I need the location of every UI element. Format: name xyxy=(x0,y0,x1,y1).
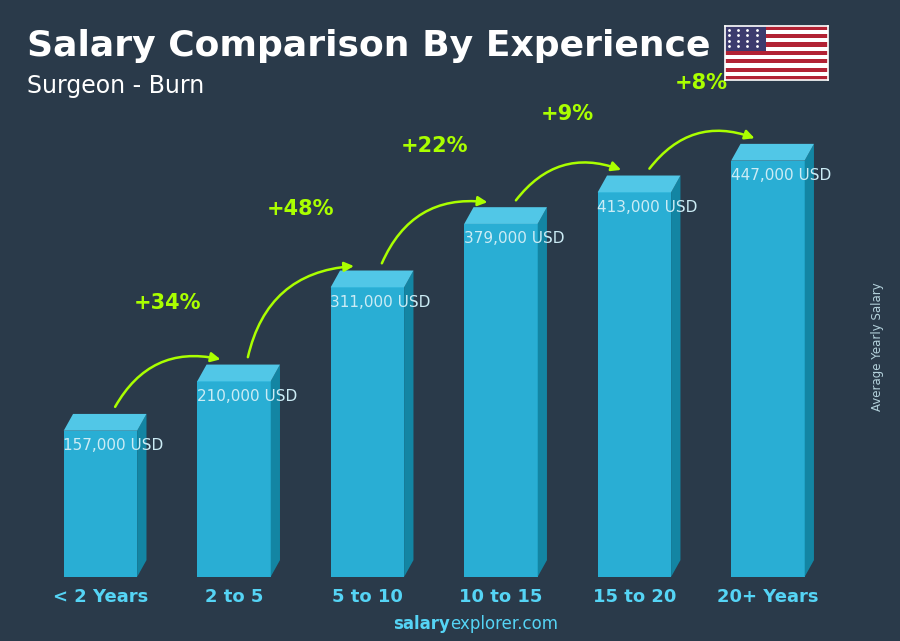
Text: 311,000 USD: 311,000 USD xyxy=(330,295,430,310)
Text: +48%: +48% xyxy=(267,199,335,219)
Text: +34%: +34% xyxy=(133,294,201,313)
Bar xyxy=(731,161,805,577)
Bar xyxy=(64,431,137,577)
Text: Salary Comparison By Experience: Salary Comparison By Experience xyxy=(27,29,710,63)
Bar xyxy=(724,63,828,67)
Text: +22%: +22% xyxy=(400,136,468,156)
Bar xyxy=(197,381,271,577)
Text: 379,000 USD: 379,000 USD xyxy=(464,231,564,246)
Bar xyxy=(598,192,671,577)
Text: 447,000 USD: 447,000 USD xyxy=(731,168,831,183)
Bar xyxy=(724,47,828,51)
Bar xyxy=(724,67,828,72)
Text: Surgeon - Burn: Surgeon - Burn xyxy=(27,74,204,97)
Text: explorer.com: explorer.com xyxy=(450,615,558,633)
Polygon shape xyxy=(671,176,680,577)
Bar xyxy=(724,51,828,55)
Text: +9%: +9% xyxy=(541,104,594,124)
Text: 413,000 USD: 413,000 USD xyxy=(597,200,698,215)
Bar xyxy=(724,76,828,80)
Text: Average Yearly Salary: Average Yearly Salary xyxy=(871,282,884,410)
Polygon shape xyxy=(197,365,280,381)
Bar xyxy=(724,55,828,59)
Polygon shape xyxy=(64,414,147,431)
Polygon shape xyxy=(537,207,547,577)
Bar xyxy=(330,287,404,577)
Polygon shape xyxy=(464,207,547,224)
Bar xyxy=(464,224,537,577)
Polygon shape xyxy=(805,144,814,577)
Bar xyxy=(724,30,828,34)
Text: +8%: +8% xyxy=(675,72,727,93)
Text: 210,000 USD: 210,000 USD xyxy=(196,389,297,404)
Polygon shape xyxy=(404,271,413,577)
Polygon shape xyxy=(137,414,147,577)
Polygon shape xyxy=(330,271,413,287)
Text: salary: salary xyxy=(393,615,450,633)
Bar xyxy=(724,59,828,63)
Bar xyxy=(724,72,828,76)
Bar xyxy=(724,42,828,47)
Polygon shape xyxy=(598,176,680,192)
Text: 157,000 USD: 157,000 USD xyxy=(63,438,163,453)
Bar xyxy=(724,38,828,42)
Bar xyxy=(724,26,828,30)
Bar xyxy=(724,34,828,38)
Polygon shape xyxy=(271,365,280,577)
Bar xyxy=(724,26,766,51)
Polygon shape xyxy=(731,144,814,161)
